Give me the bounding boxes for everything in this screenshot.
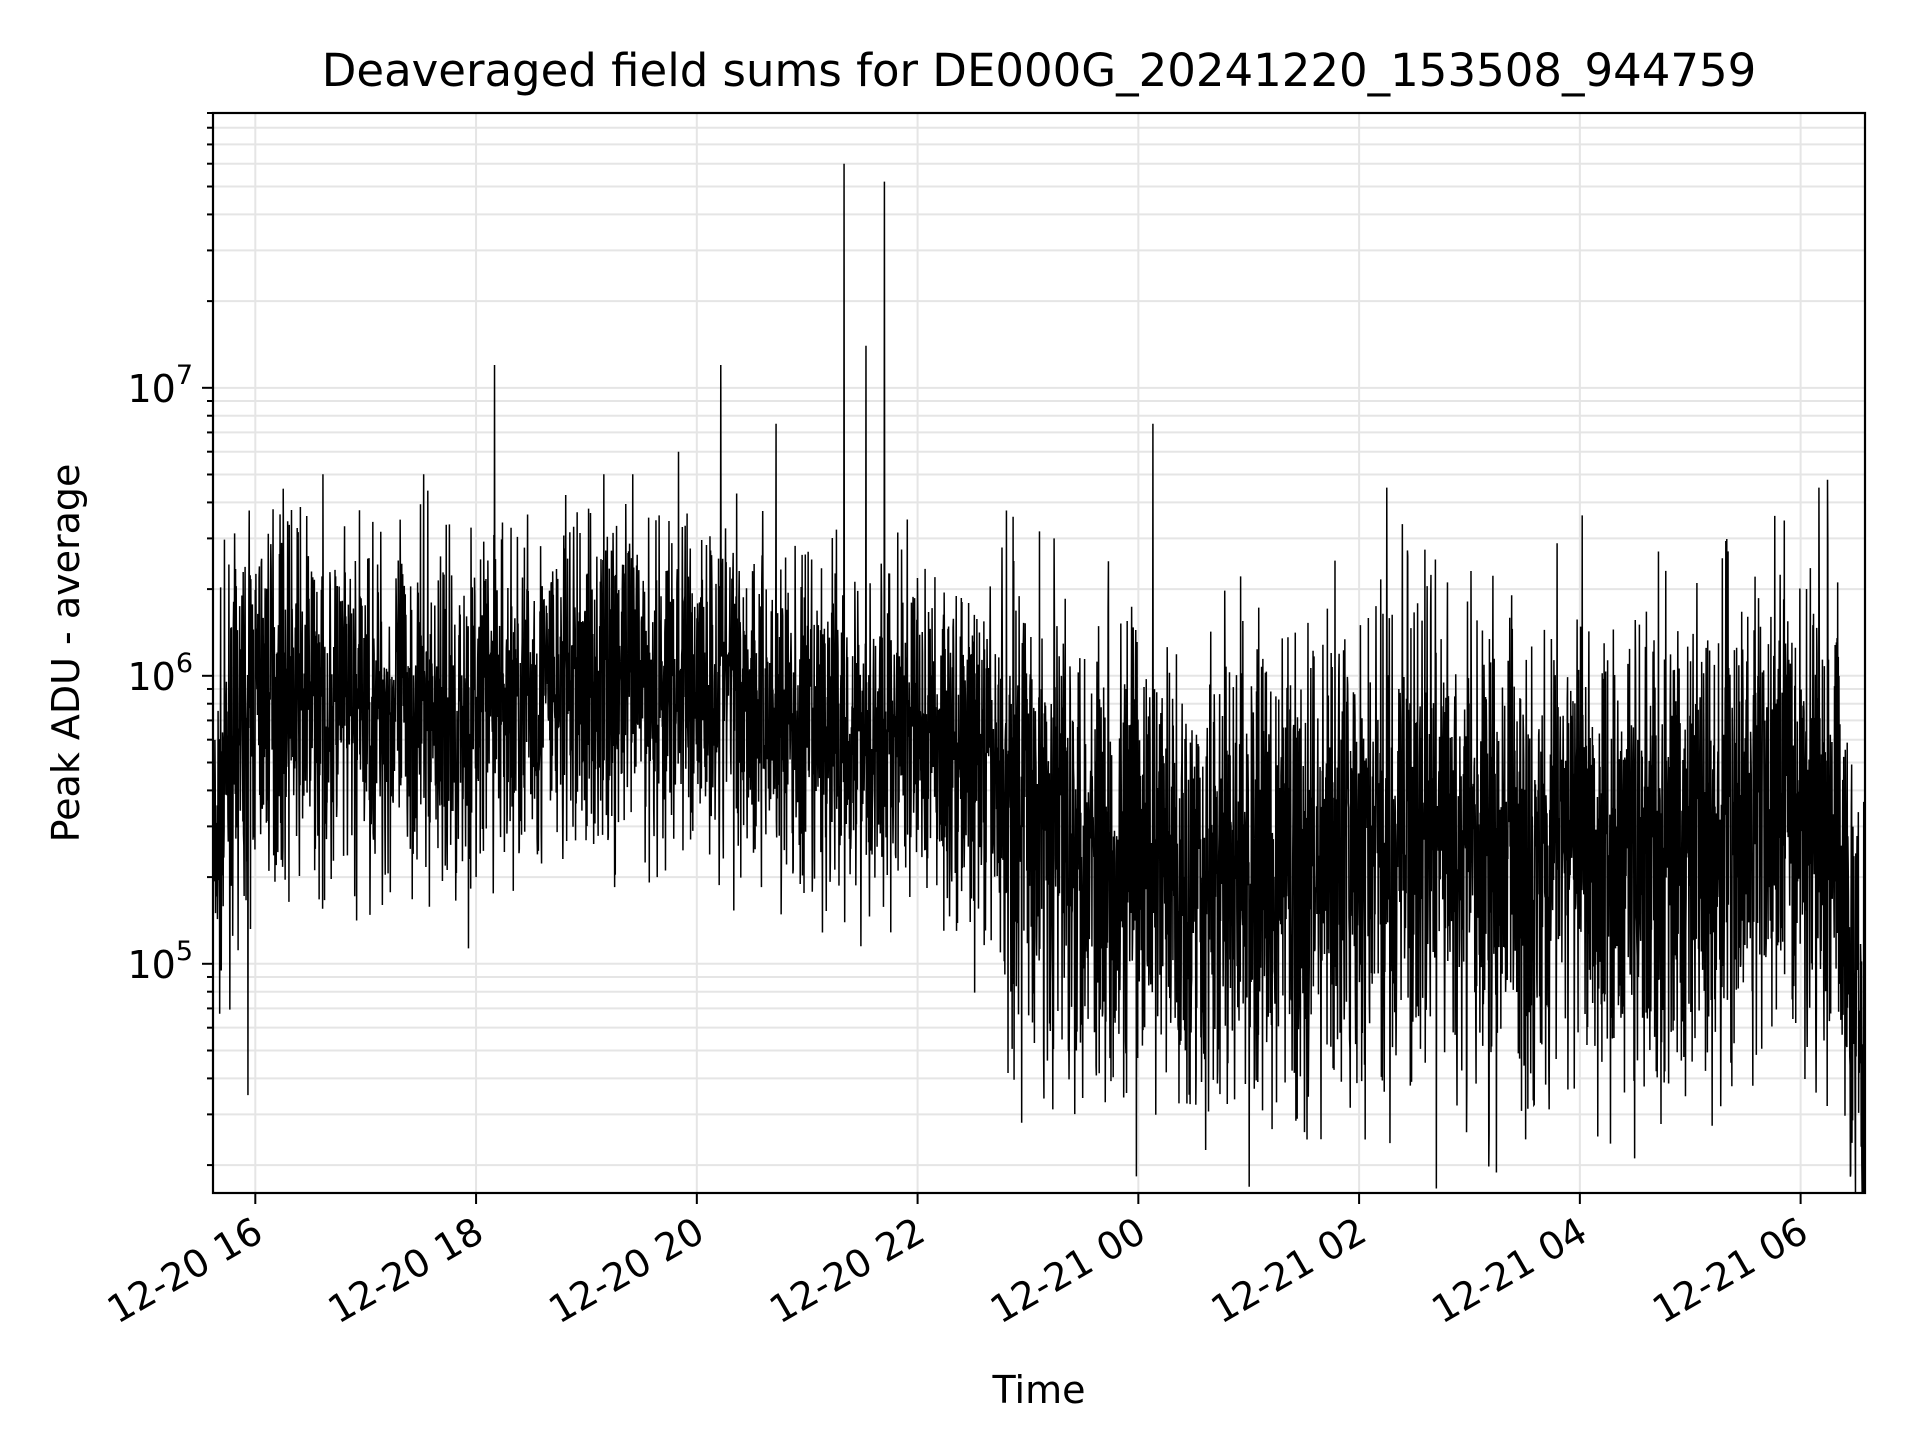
x-tick-label: 12-21 00 xyxy=(983,1209,1153,1333)
x-tick-label: 12-21 04 xyxy=(1424,1209,1594,1333)
y-tick-label-base: 10 xyxy=(127,655,175,699)
series-line xyxy=(212,163,1866,1194)
y-tick-label-exponent: 6 xyxy=(176,648,193,679)
x-axis-label: Time xyxy=(992,1368,1086,1412)
y-tick-label-base: 10 xyxy=(127,367,175,411)
y-tick-label: 105 xyxy=(127,936,193,987)
y-tick-label-exponent: 7 xyxy=(176,360,193,391)
y-tick-label: 106 xyxy=(127,648,193,699)
series-line-group xyxy=(212,163,1866,1194)
y-tick-label: 107 xyxy=(127,360,193,411)
chart-title: Deaveraged field sums for DE000G_2024122… xyxy=(322,44,1757,97)
x-tick-label: 12-20 20 xyxy=(541,1209,711,1333)
x-tick-label: 12-20 18 xyxy=(321,1209,491,1333)
y-tick-label-base: 10 xyxy=(127,943,175,987)
x-tick-label: 12-20 22 xyxy=(762,1209,932,1333)
plot-frame xyxy=(211,111,1867,1195)
x-tick-label: 12-21 06 xyxy=(1645,1209,1815,1333)
x-tick-label: 12-21 02 xyxy=(1204,1209,1374,1333)
y-axis-label: Peak ADU - average xyxy=(44,464,88,843)
y-tick-label-exponent: 5 xyxy=(176,936,193,967)
x-tick-label: 12-20 16 xyxy=(100,1209,270,1333)
